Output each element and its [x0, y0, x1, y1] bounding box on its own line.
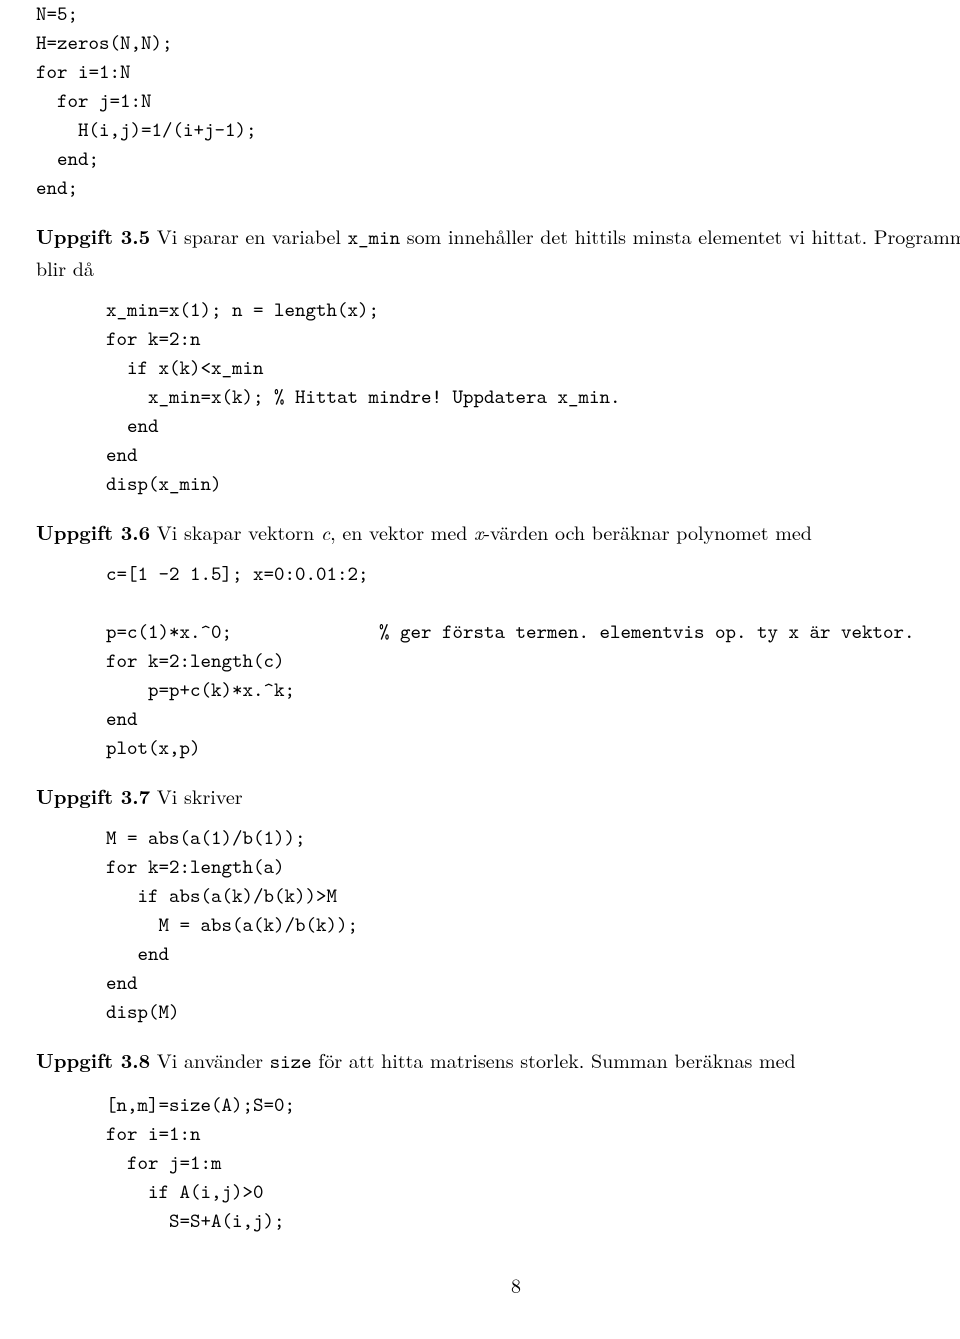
code-block-38: [n,m]=size(A);S=0; for i=1:n for j=1:m i…: [106, 1091, 960, 1236]
uppgift-3-6: Uppgift 3.6 Vi skapar vektorn c, en vekt…: [36, 517, 960, 546]
uppgift-3-5-label: Uppgift 3.5: [36, 221, 150, 250]
code-block-35: x_min=x(1); n = length(x); for k=2:n if …: [106, 296, 960, 499]
uppgift-3-6-text-a: Vi skapar vektorn: [150, 517, 321, 546]
uppgift-3-7-label: Uppgift 3.7: [36, 781, 150, 810]
uppgift-3-7-text: Vi skriver: [150, 781, 242, 810]
uppgift-3-6-label: Uppgift 3.6: [36, 517, 150, 546]
code-block-top: N=5; H=zeros(N,N); for i=1:N for j=1:N H…: [36, 0, 960, 203]
uppgift-3-6-x: x: [474, 517, 483, 546]
uppgift-3-8-size: size: [270, 1049, 312, 1075]
uppgift-3-5: Uppgift 3.5 Vi sparar en variabel x_min …: [36, 221, 960, 282]
page-number: 8: [36, 1270, 960, 1299]
uppgift-3-8-text-a: Vi använder: [150, 1045, 270, 1074]
uppgift-3-8-text-b: för att hitta matrisens storlek. Summan …: [312, 1045, 796, 1074]
code-block-37: M = abs(a(1)/b(1)); for k=2:length(a) if…: [106, 824, 960, 1027]
uppgift-3-6-text-b: , en vektor med: [330, 517, 474, 546]
uppgift-3-5-text-a: Vi sparar en variabel: [150, 221, 348, 250]
uppgift-3-6-c: c: [321, 517, 330, 546]
uppgift-3-8: Uppgift 3.8 Vi använder size för att hit…: [36, 1045, 960, 1077]
uppgift-3-6-text-c: -värden och beräknar polynomet med: [483, 517, 812, 546]
code-block-36: c=[1 -2 1.5]; x=0:0.01:2; p=c(1)*x.^0; %…: [106, 560, 960, 763]
uppgift-3-5-var: x_min: [348, 225, 401, 251]
uppgift-3-7: Uppgift 3.7 Vi skriver: [36, 781, 960, 810]
uppgift-3-8-label: Uppgift 3.8: [36, 1045, 150, 1074]
